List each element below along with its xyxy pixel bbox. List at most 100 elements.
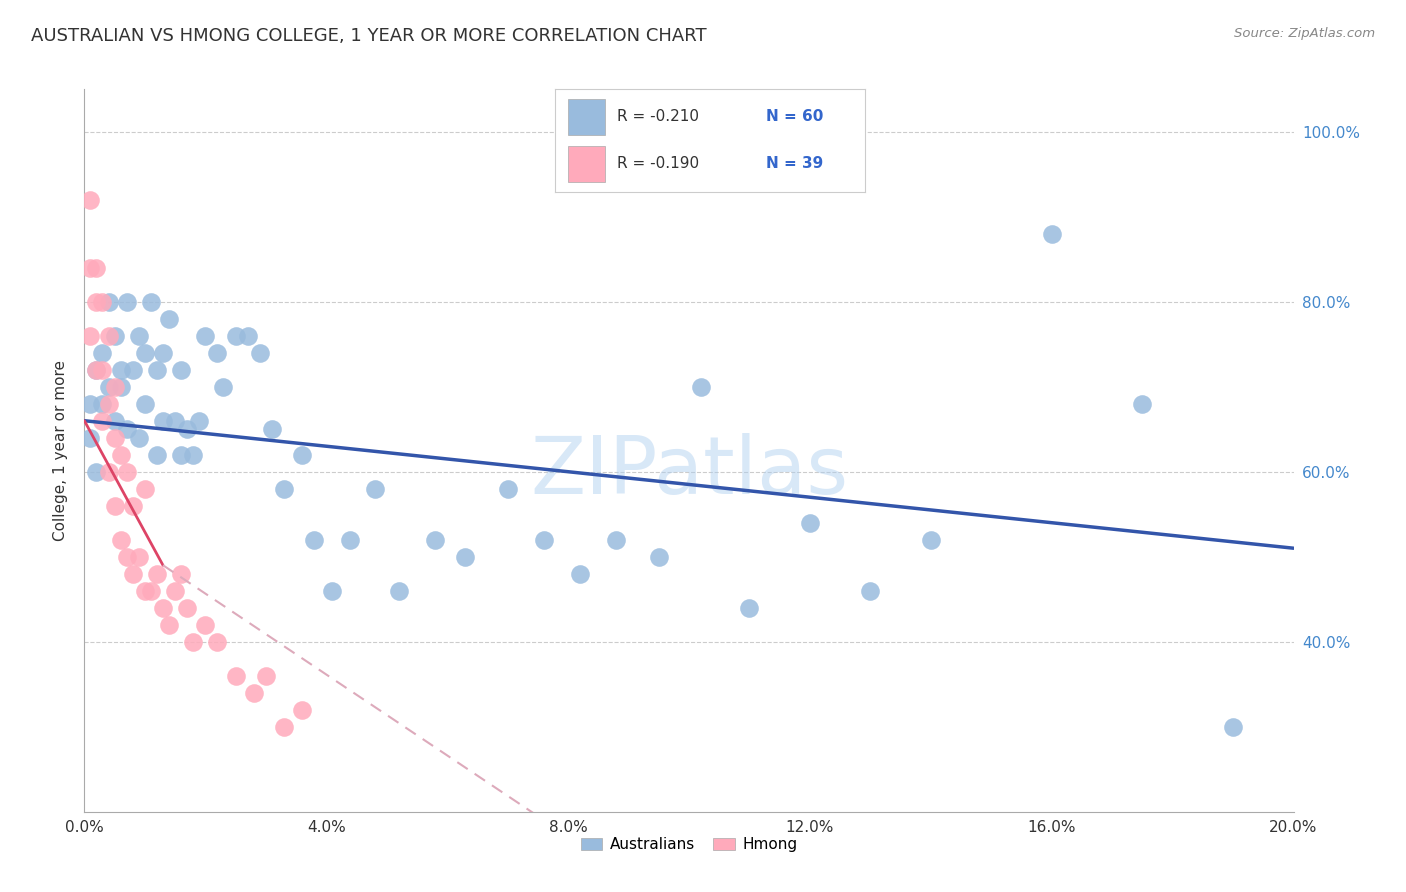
- Point: [152, 345, 174, 359]
- Point: [165, 583, 187, 598]
- Point: [648, 549, 671, 564]
- Point: [104, 499, 127, 513]
- Point: [321, 583, 343, 598]
- Point: [207, 345, 229, 359]
- Point: [104, 380, 127, 394]
- Point: [738, 600, 761, 615]
- Point: [260, 422, 283, 436]
- Point: [181, 634, 204, 648]
- Point: [1222, 720, 1244, 734]
- Point: [1040, 227, 1063, 241]
- Point: [194, 328, 217, 343]
- Point: [110, 533, 132, 547]
- Point: [97, 397, 120, 411]
- Point: [605, 533, 627, 547]
- Point: [176, 422, 198, 436]
- Point: [225, 669, 247, 683]
- Point: [128, 549, 150, 564]
- Point: [533, 533, 555, 547]
- Point: [152, 600, 174, 615]
- Point: [128, 328, 150, 343]
- Point: [339, 533, 361, 547]
- Point: [104, 328, 127, 343]
- Point: [170, 362, 193, 376]
- Point: [79, 328, 101, 343]
- Point: [97, 465, 120, 479]
- Point: [115, 465, 138, 479]
- Point: [91, 397, 114, 411]
- Point: [423, 533, 446, 547]
- Point: [91, 345, 114, 359]
- Point: [249, 345, 271, 359]
- Point: [207, 634, 229, 648]
- Point: [110, 448, 132, 462]
- Point: [104, 431, 127, 445]
- Point: [86, 362, 108, 376]
- Point: [194, 617, 217, 632]
- Text: R = -0.210: R = -0.210: [617, 110, 699, 124]
- Point: [110, 380, 132, 394]
- Point: [79, 260, 101, 275]
- Text: Source: ZipAtlas.com: Source: ZipAtlas.com: [1234, 27, 1375, 40]
- Point: [91, 294, 114, 309]
- Point: [146, 566, 169, 581]
- Point: [115, 549, 138, 564]
- Point: [363, 482, 385, 496]
- Point: [176, 600, 198, 615]
- Point: [121, 566, 143, 581]
- Point: [170, 448, 193, 462]
- Point: [690, 380, 713, 394]
- Point: [212, 380, 235, 394]
- Point: [97, 380, 120, 394]
- Point: [134, 583, 156, 598]
- Point: [97, 328, 120, 343]
- Text: N = 60: N = 60: [766, 110, 823, 124]
- Point: [115, 294, 138, 309]
- Point: [170, 566, 193, 581]
- Point: [128, 431, 150, 445]
- Text: AUSTRALIAN VS HMONG COLLEGE, 1 YEAR OR MORE CORRELATION CHART: AUSTRALIAN VS HMONG COLLEGE, 1 YEAR OR M…: [31, 27, 707, 45]
- Point: [1130, 397, 1153, 411]
- Point: [139, 294, 162, 309]
- FancyBboxPatch shape: [568, 145, 605, 181]
- Point: [86, 465, 108, 479]
- Point: [157, 311, 180, 326]
- Point: [134, 345, 156, 359]
- Point: [86, 260, 108, 275]
- FancyBboxPatch shape: [568, 99, 605, 136]
- Point: [79, 397, 101, 411]
- Point: [134, 397, 156, 411]
- Point: [291, 448, 314, 462]
- Point: [91, 362, 114, 376]
- Legend: Australians, Hmong: Australians, Hmong: [575, 831, 803, 858]
- Point: [91, 414, 114, 428]
- Point: [104, 414, 127, 428]
- Point: [121, 499, 143, 513]
- Point: [291, 703, 314, 717]
- Point: [188, 414, 211, 428]
- Point: [97, 294, 120, 309]
- Point: [236, 328, 259, 343]
- Text: ZIPatlas: ZIPatlas: [530, 434, 848, 511]
- Point: [152, 414, 174, 428]
- Point: [110, 362, 132, 376]
- Point: [273, 720, 295, 734]
- Point: [86, 362, 108, 376]
- Point: [157, 617, 180, 632]
- Point: [388, 583, 411, 598]
- Point: [569, 566, 592, 581]
- Point: [242, 686, 264, 700]
- Point: [146, 448, 169, 462]
- Text: N = 39: N = 39: [766, 155, 823, 170]
- Point: [115, 422, 138, 436]
- Point: [139, 583, 162, 598]
- Point: [86, 294, 108, 309]
- Point: [496, 482, 519, 496]
- Point: [302, 533, 325, 547]
- Point: [146, 362, 169, 376]
- Point: [121, 362, 143, 376]
- Point: [134, 482, 156, 496]
- Point: [181, 448, 204, 462]
- Y-axis label: College, 1 year or more: College, 1 year or more: [53, 360, 69, 541]
- Point: [273, 482, 295, 496]
